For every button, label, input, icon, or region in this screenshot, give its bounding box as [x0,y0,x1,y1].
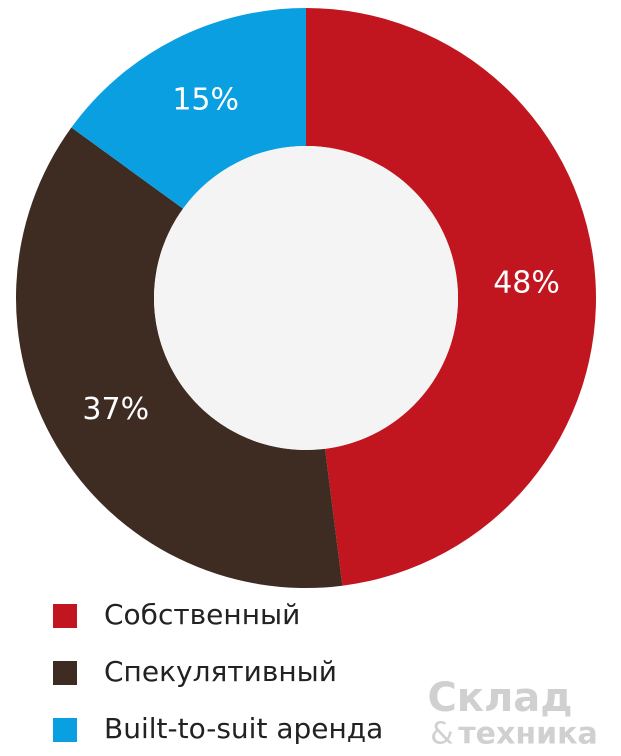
value-label: 37% [82,392,149,427]
legend-swatch [53,604,77,628]
donut-slice [306,8,596,586]
donut-slice [16,127,343,588]
legend-label: Спекулятивный [104,655,337,688]
value-label: 15% [172,83,239,118]
legend-swatch [53,661,77,685]
watermark-tagline: техника [458,717,597,752]
legend-label: Собственный [104,598,300,631]
donut-hole [154,146,458,450]
value-label: 48% [493,266,560,301]
legend-swatch [53,718,77,742]
watermark-amp: & [430,717,453,752]
legend-label: Built-to-suit аренда [104,712,383,745]
watermark-brand: Склад [427,675,572,721]
donut-slice [71,7,306,209]
